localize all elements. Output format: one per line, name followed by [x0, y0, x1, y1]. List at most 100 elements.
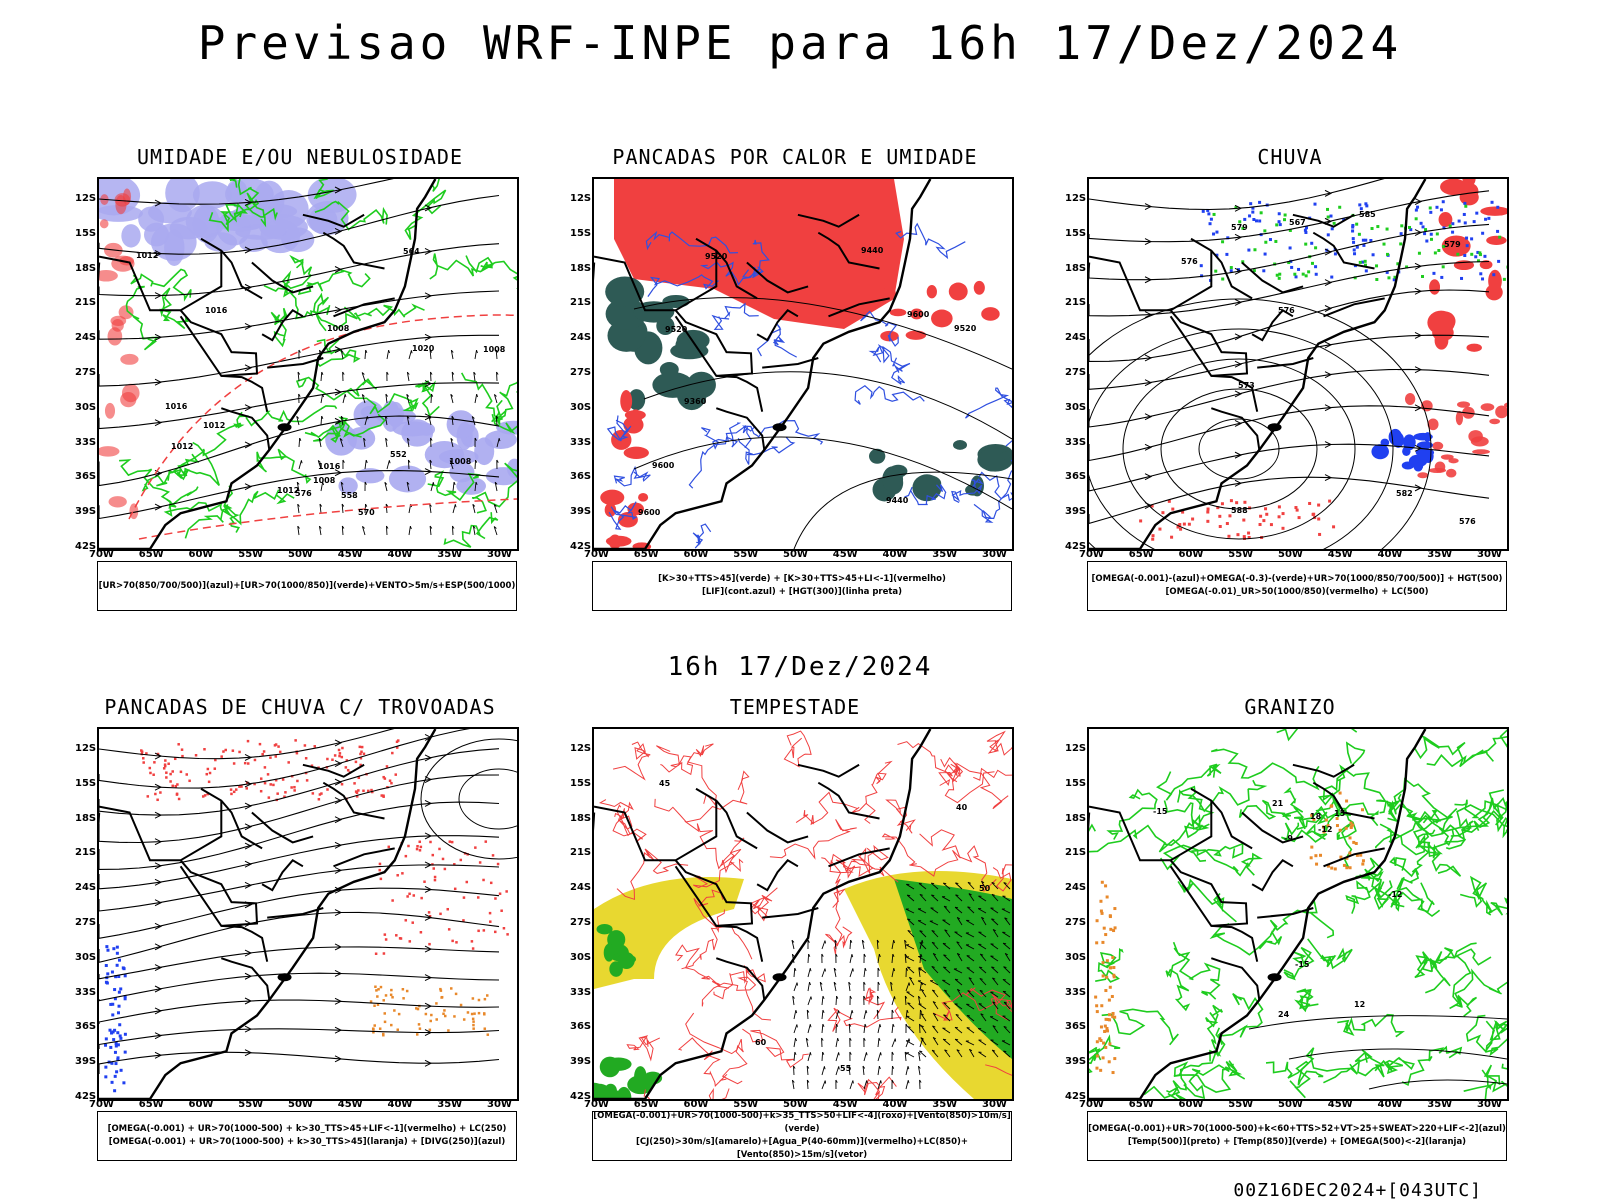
lat-tick-label: 33S: [1065, 987, 1086, 998]
legend-line: [CJ(250)>30m/s](amarelo)+[Agua_P(40-60mm…: [593, 1136, 1011, 1162]
lon-tick-label: 35W: [437, 1099, 462, 1110]
lat-tick-label: 39S: [570, 506, 591, 517]
lat-tick-label: 36S: [570, 1021, 591, 1032]
lon-tick-label: 70W: [89, 1099, 114, 1110]
contour-label: 552: [390, 450, 407, 459]
lon-tick-label: 50W: [1278, 1099, 1303, 1110]
contour-label: 9600: [652, 461, 675, 470]
contour-label: 1008: [483, 345, 506, 354]
legend-line: [OMEGA(-0.001) + UR>70(1000-500) + k>30_…: [98, 1123, 516, 1136]
lon-tick-label: 35W: [1427, 549, 1452, 560]
lon-tick-label: 45W: [833, 1099, 858, 1110]
map-canvas: [99, 729, 517, 1099]
lat-tick-label: 12S: [1065, 193, 1086, 204]
lat-tick-label: 15S: [570, 778, 591, 789]
contour-label: 567: [1289, 218, 1306, 227]
lon-tick-label: 35W: [1427, 1099, 1452, 1110]
lat-tick-label: 12S: [75, 743, 96, 754]
legend-granizo: [OMEGA(-0.001)+UR>70(1000-500)+k<60+TTS>…: [1087, 1111, 1507, 1161]
contour-label: 579: [1231, 223, 1248, 232]
lat-tick-label: 33S: [75, 437, 96, 448]
contour-label: 564: [403, 247, 420, 256]
map-pancadas-trovoadas[interactable]: [97, 727, 519, 1101]
contour-label: -12: [1388, 890, 1402, 899]
contour-label: 1008: [327, 324, 350, 333]
lat-tick-label: 27S: [75, 917, 96, 928]
lon-tick-label: 55W: [238, 549, 263, 560]
lon-tick-label: 30W: [487, 1099, 512, 1110]
contour-label: 60: [755, 1038, 767, 1047]
lon-tick-label: 45W: [338, 549, 363, 560]
lat-tick-label: 24S: [1065, 882, 1086, 893]
legend-line: [OMEGA(-0.001)+UR>70(1000-500)+k>35_TTS>…: [593, 1110, 1011, 1136]
legend-line: [LIF](cont.azul) + [HGT(300)](linha pret…: [593, 586, 1011, 599]
legend-line: [OMEGA(-0.001) + UR>70(1000-500) + k>30_…: [98, 1136, 516, 1149]
lat-tick-label: 39S: [75, 1056, 96, 1067]
lon-tick-label: 45W: [1328, 1099, 1353, 1110]
lon-tick-label: 30W: [487, 549, 512, 560]
contour-label: 45: [659, 779, 671, 788]
contour-label: 1012: [136, 251, 158, 260]
lon-tick-label: 35W: [932, 1099, 957, 1110]
lat-tick-label: 39S: [1065, 1056, 1086, 1067]
contour-label: 1012: [203, 421, 225, 430]
lon-tick-label: 70W: [584, 1099, 609, 1110]
contour-label: 9520: [665, 325, 688, 334]
lat-tick-label: 30S: [1065, 952, 1086, 963]
contour-label: 9440: [886, 496, 909, 505]
lon-tick-label: 40W: [388, 1099, 413, 1110]
legend-line: [K>30+TTS>45](verde) + [K>30+TTS>45+LI<-…: [593, 573, 1011, 586]
contour-label: 9600: [638, 508, 661, 517]
contour-label: 1012: [171, 442, 193, 451]
legend-line: [OMEGA(-0.001)+UR>70(1000-500)+k<60+TTS>…: [1088, 1123, 1506, 1136]
lon-tick-label: 50W: [1278, 549, 1303, 560]
lon-tick-label: 70W: [89, 549, 114, 560]
lat-tick-label: 33S: [570, 437, 591, 448]
lat-tick-label: 36S: [1065, 471, 1086, 482]
lon-tick-label: 35W: [932, 549, 957, 560]
lon-tick-label: 60W: [684, 549, 709, 560]
lat-tick-label: 18S: [1065, 263, 1086, 274]
lat-tick-label: 36S: [570, 471, 591, 482]
panel-title: PANCADAS DE CHUVA C/ TROVOADAS: [60, 695, 540, 719]
lat-tick-label: 30S: [570, 402, 591, 413]
lat-tick-label: 21S: [570, 297, 591, 308]
lat-tick-label: 18S: [1065, 813, 1086, 824]
lat-tick-label: 18S: [570, 813, 591, 824]
contour-label: -15: [1295, 960, 1310, 969]
contour-label: 9520: [705, 252, 728, 261]
lat-tick-label: 24S: [75, 332, 96, 343]
lat-tick-label: 18S: [75, 263, 96, 274]
contour-label: 9360: [684, 397, 707, 406]
lon-tick-label: 45W: [833, 549, 858, 560]
lat-tick-label: 33S: [570, 987, 591, 998]
lat-tick-label: 21S: [75, 847, 96, 858]
lon-tick-label: 60W: [189, 1099, 214, 1110]
legend-chuva: [OMEGA(-0.001)-(azul)+OMEGA(-0.3)-(verde…: [1087, 561, 1507, 611]
lon-tick-label: 30W: [1477, 1099, 1502, 1110]
lat-tick-label: 39S: [570, 1056, 591, 1067]
contour-label: 21: [1272, 799, 1284, 808]
contour-label: 24: [1278, 1010, 1290, 1019]
lat-tick-label: 12S: [570, 193, 591, 204]
panel-title: UMIDADE E/OU NEBULOSIDADE: [60, 145, 540, 169]
lat-tick-label: 36S: [75, 471, 96, 482]
lat-tick-label: 21S: [1065, 847, 1086, 858]
lon-tick-label: 35W: [437, 549, 462, 560]
lat-tick-label: 33S: [75, 987, 96, 998]
contour-label: 9600: [907, 310, 930, 319]
lon-tick-label: 50W: [288, 549, 313, 560]
contour-label: -9: [1284, 834, 1293, 843]
lon-tick-label: 30W: [982, 549, 1007, 560]
lat-tick-label: 15S: [1065, 228, 1086, 239]
legend-pancadas-calor: [K>30+TTS>45](verde) + [K>30+TTS>45+LI<-…: [592, 561, 1012, 611]
lon-tick-label: 50W: [783, 1099, 808, 1110]
lat-tick-label: 12S: [75, 193, 96, 204]
